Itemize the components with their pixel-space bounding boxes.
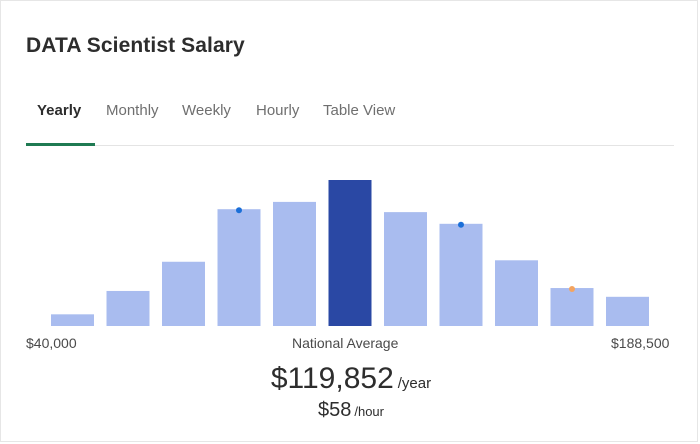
tab-monthly[interactable]: Monthly (106, 102, 159, 119)
salary-bar (51, 314, 94, 326)
hourly-salary-summary: $58/hour (1, 399, 700, 422)
salary-distribution-chart (51, 180, 649, 326)
salary-bar (217, 209, 261, 326)
salary-bar (495, 260, 538, 326)
annual-salary-unit: /year (397, 375, 432, 392)
salary-bar (384, 212, 427, 326)
bar-marker-dot (458, 221, 464, 228)
salary-period-tabs: Yearly Monthly Weekly Hourly Table View (26, 102, 672, 146)
hourly-salary-value: $58 (317, 399, 352, 421)
tab-hourly[interactable]: Hourly (256, 102, 300, 119)
salary-bar (106, 290, 150, 326)
national-average-bar (328, 180, 372, 326)
tab-table-view[interactable]: Table View (323, 102, 396, 119)
salary-bar (606, 296, 649, 326)
bar-marker-dot (236, 207, 242, 214)
hourly-salary-unit: /hour (354, 404, 384, 419)
salary-bar (439, 223, 483, 326)
tab-yearly[interactable]: Yearly (37, 102, 82, 119)
salary-bar (162, 261, 205, 326)
national-average-label: National Average (292, 335, 399, 351)
salary-bar (273, 201, 316, 326)
annual-salary-summary: $119,852/year (1, 362, 700, 396)
annual-salary-value: $119,852 (270, 362, 394, 395)
page-title: DATA Scientist Salary (26, 34, 245, 57)
axis-min-label: $40,000 (26, 335, 77, 351)
active-tab-indicator (26, 143, 95, 146)
bar-marker-dot (569, 286, 575, 293)
tab-weekly[interactable]: Weekly (182, 102, 231, 119)
tab-divider (26, 145, 674, 146)
axis-max-label: $188,500 (611, 335, 670, 351)
salary-bar (550, 288, 594, 326)
